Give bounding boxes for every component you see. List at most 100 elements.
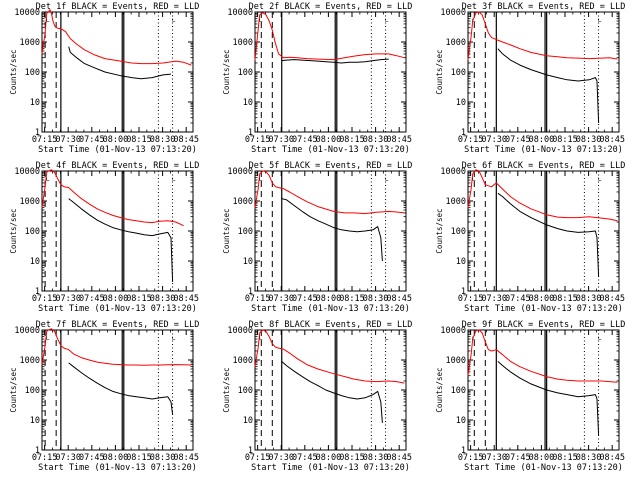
x-axis-label: Start Time (01-Nov-13 07:13:20) bbox=[464, 145, 623, 155]
corner-mark-left: ⌞ bbox=[45, 332, 50, 342]
corner-mark-right: ⌞ bbox=[384, 173, 389, 183]
y-tick-label: 10 bbox=[30, 98, 40, 108]
corner-mark-right: ⌞ bbox=[597, 14, 602, 24]
x-tick-label: 08:00 bbox=[316, 135, 342, 145]
corner-mark-right: ⌞ bbox=[597, 332, 602, 342]
x-tick-label: 07:15 bbox=[245, 135, 271, 145]
x-tick-label: 08:15 bbox=[552, 294, 578, 304]
y-tick-label: 10000 bbox=[440, 326, 466, 336]
x-tick-label: 08:45 bbox=[173, 453, 199, 463]
y-tick-label: 10000 bbox=[227, 167, 253, 177]
series-line-lld bbox=[254, 329, 405, 384]
plot-frame bbox=[254, 11, 407, 133]
detector-panel-3: 1 10 100 1000 10000 07:1507:3007:4508:0008:15… bbox=[435, 2, 625, 155]
x-tick-label: 08:45 bbox=[599, 135, 625, 145]
x-tick-label: 08:30 bbox=[576, 453, 602, 463]
x-tick-label: 08:00 bbox=[316, 453, 342, 463]
x-tick-label: 08:15 bbox=[339, 294, 365, 304]
y-tick-label: 10 bbox=[243, 98, 253, 108]
series-line-lld bbox=[467, 329, 618, 383]
x-tick-label: 08:15 bbox=[126, 294, 152, 304]
series-line-lld bbox=[467, 169, 618, 222]
x-tick-label: 08:15 bbox=[552, 135, 578, 145]
x-tick-label: 07:15 bbox=[32, 453, 58, 463]
detector-panel-7: 1 10 100 1000 10000 07:1507:3007:4508:0008:15… bbox=[9, 320, 199, 473]
y-tick-label: 1000 bbox=[20, 38, 40, 48]
y-tick-label: 1 bbox=[461, 128, 466, 138]
corner-mark-left: ⌞ bbox=[45, 173, 50, 183]
y-tick-label: 1 bbox=[35, 287, 40, 297]
panel-title: Det 7f BLACK = Events, RED = LLD bbox=[36, 320, 200, 330]
detector-panel-6: 1 10 100 1000 10000 07:1507:3007:4508:0008:15… bbox=[435, 161, 625, 314]
x-tick-label: 07:15 bbox=[458, 453, 484, 463]
y-tick-label: 1000 bbox=[446, 197, 466, 207]
x-tick-label: 08:45 bbox=[386, 453, 412, 463]
series-line-events bbox=[497, 192, 600, 277]
x-axis-label: Start Time (01-Nov-13 07:13:20) bbox=[38, 145, 197, 155]
x-axis-label: Start Time (01-Nov-13 07:13:20) bbox=[464, 304, 623, 314]
y-tick-label: 10000 bbox=[14, 167, 40, 177]
x-tick-label: 08:00 bbox=[529, 294, 555, 304]
x-tick-label: 08:00 bbox=[103, 453, 129, 463]
x-axis-label: Start Time (01-Nov-13 07:13:20) bbox=[38, 463, 197, 473]
y-tick-label: 1 bbox=[248, 128, 253, 138]
x-tick-label: 08:30 bbox=[576, 294, 602, 304]
y-tick-label: 1 bbox=[248, 446, 253, 456]
x-tick-label: 08:30 bbox=[363, 135, 389, 145]
y-tick-label: 10000 bbox=[14, 8, 40, 18]
panel-title: Det 9f BLACK = Events, RED = LLD bbox=[462, 320, 626, 330]
x-tick-label: 07:45 bbox=[79, 453, 105, 463]
series-line-lld bbox=[254, 12, 405, 61]
corner-mark-right: ⌞ bbox=[384, 14, 389, 24]
y-tick-label: 1000 bbox=[20, 356, 40, 366]
x-tick-label: 08:00 bbox=[529, 453, 555, 463]
y-tick-label: 10000 bbox=[14, 326, 40, 336]
y-tick-label: 1 bbox=[35, 128, 40, 138]
x-tick-label: 08:00 bbox=[103, 135, 129, 145]
plot-frame bbox=[467, 11, 620, 133]
y-axis-label: Counts/sec bbox=[435, 49, 444, 94]
y-tick-label: 100 bbox=[238, 68, 253, 78]
panel-title: Det 4f BLACK = Events, RED = LLD bbox=[36, 161, 200, 171]
y-tick-label: 10000 bbox=[440, 8, 466, 18]
x-tick-label: 07:45 bbox=[505, 294, 531, 304]
x-tick-label: 07:15 bbox=[458, 135, 484, 145]
y-tick-label: 100 bbox=[238, 386, 253, 396]
x-axis-label: Start Time (01-Nov-13 07:13:20) bbox=[251, 304, 410, 314]
y-tick-label: 10 bbox=[456, 257, 466, 267]
series-line-events bbox=[281, 58, 389, 64]
y-tick-label: 100 bbox=[238, 227, 253, 237]
y-axis-label: Counts/sec bbox=[435, 367, 444, 412]
y-tick-label: 10 bbox=[30, 257, 40, 267]
y-tick-label: 1000 bbox=[446, 356, 466, 366]
y-tick-label: 10 bbox=[243, 257, 253, 267]
x-tick-label: 08:30 bbox=[576, 135, 602, 145]
x-tick-label: 08:15 bbox=[339, 453, 365, 463]
panel-title: Det 3f BLACK = Events, RED = LLD bbox=[462, 2, 626, 12]
y-tick-label: 1000 bbox=[233, 38, 253, 48]
x-tick-label: 07:45 bbox=[292, 135, 318, 145]
y-tick-label: 100 bbox=[451, 68, 466, 78]
series-line-events bbox=[68, 198, 174, 283]
x-tick-label: 08:15 bbox=[339, 135, 365, 145]
y-tick-label: 10000 bbox=[440, 167, 466, 177]
series-line-lld bbox=[41, 169, 184, 227]
series-line-events bbox=[497, 361, 600, 436]
x-tick-label: 08:30 bbox=[363, 294, 389, 304]
y-tick-label: 1 bbox=[35, 446, 40, 456]
series-line-events bbox=[281, 198, 383, 262]
x-tick-label: 07:15 bbox=[458, 294, 484, 304]
detector-panel-1: 1 10 100 1000 10000 07:1507:3007:4508:0008:15… bbox=[9, 2, 199, 155]
x-tick-label: 08:30 bbox=[150, 453, 176, 463]
y-tick-label: 10000 bbox=[227, 326, 253, 336]
corner-mark-right: ⌞ bbox=[597, 173, 602, 183]
panel-title: Det 5f BLACK = Events, RED = LLD bbox=[249, 161, 413, 171]
y-tick-label: 1000 bbox=[233, 197, 253, 207]
detector-panel-5: 1 10 100 1000 10000 07:1507:3007:4508:0008:15… bbox=[222, 161, 412, 314]
y-tick-label: 100 bbox=[451, 227, 466, 237]
plot-frame bbox=[467, 170, 620, 292]
plot-frame bbox=[467, 329, 620, 451]
corner-mark-left: ⌞ bbox=[471, 332, 476, 342]
series-line-events bbox=[281, 361, 383, 423]
